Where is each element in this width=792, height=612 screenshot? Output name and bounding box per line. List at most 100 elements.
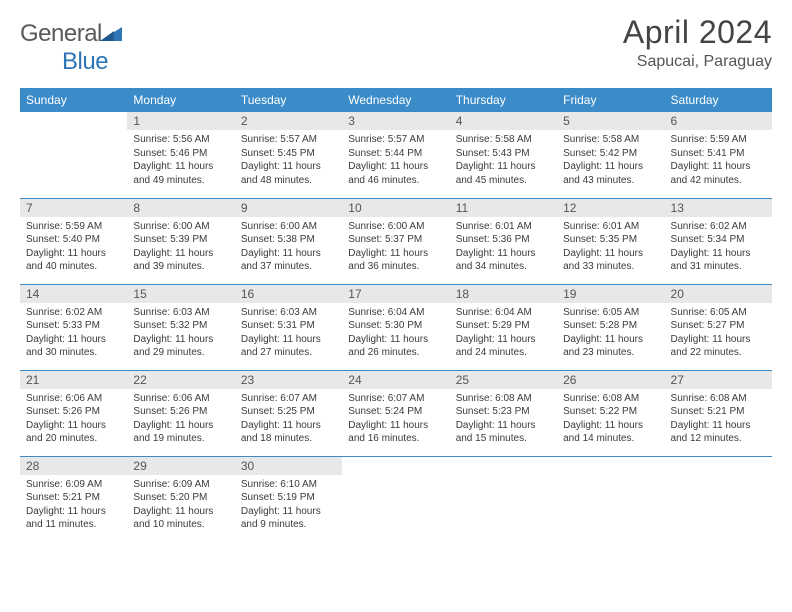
day-number: 7 bbox=[20, 199, 127, 217]
day-detail-line: Sunrise: 5:57 AM bbox=[241, 133, 336, 147]
day-detail-line: and 22 minutes. bbox=[671, 346, 766, 360]
day-detail-line: Sunrise: 6:06 AM bbox=[133, 392, 228, 406]
day-detail-line: Sunset: 5:28 PM bbox=[563, 319, 658, 333]
day-detail-line: Sunset: 5:37 PM bbox=[348, 233, 443, 247]
calendar-week-row: 28Sunrise: 6:09 AMSunset: 5:21 PMDayligh… bbox=[20, 456, 772, 542]
calendar-day-cell: 28Sunrise: 6:09 AMSunset: 5:21 PMDayligh… bbox=[20, 456, 127, 542]
day-detail-line: Sunset: 5:27 PM bbox=[671, 319, 766, 333]
day-detail-line: and 43 minutes. bbox=[563, 174, 658, 188]
day-number: 25 bbox=[450, 371, 557, 389]
day-detail-line: Sunset: 5:39 PM bbox=[133, 233, 228, 247]
day-detail: Sunrise: 6:03 AMSunset: 5:32 PMDaylight:… bbox=[127, 303, 234, 364]
day-detail-line: Sunrise: 6:01 AM bbox=[456, 220, 551, 234]
day-detail-line: Sunset: 5:43 PM bbox=[456, 147, 551, 161]
calendar-day-cell: 23Sunrise: 6:07 AMSunset: 5:25 PMDayligh… bbox=[235, 370, 342, 456]
day-detail-line: Daylight: 11 hours bbox=[563, 333, 658, 347]
day-number: 13 bbox=[665, 199, 772, 217]
day-detail-line: Sunrise: 6:00 AM bbox=[348, 220, 443, 234]
month-title: April 2024 bbox=[623, 14, 772, 51]
day-number: 23 bbox=[235, 371, 342, 389]
day-detail-line: Sunset: 5:22 PM bbox=[563, 405, 658, 419]
day-detail-line: Sunset: 5:35 PM bbox=[563, 233, 658, 247]
day-detail-line: Sunset: 5:38 PM bbox=[241, 233, 336, 247]
day-detail-line: Daylight: 11 hours bbox=[348, 247, 443, 261]
day-detail-line: Sunset: 5:46 PM bbox=[133, 147, 228, 161]
day-detail-line: Sunset: 5:29 PM bbox=[456, 319, 551, 333]
day-detail-line: Daylight: 11 hours bbox=[348, 333, 443, 347]
day-detail-line: Daylight: 11 hours bbox=[671, 419, 766, 433]
day-detail-line: Daylight: 11 hours bbox=[563, 247, 658, 261]
location: Sapucai, Paraguay bbox=[623, 53, 772, 71]
day-number: 26 bbox=[557, 371, 664, 389]
day-detail-line: Daylight: 11 hours bbox=[241, 247, 336, 261]
day-number: 21 bbox=[20, 371, 127, 389]
day-detail-line: and 39 minutes. bbox=[133, 260, 228, 274]
calendar-day-cell: 25Sunrise: 6:08 AMSunset: 5:23 PMDayligh… bbox=[450, 370, 557, 456]
day-detail: Sunrise: 6:02 AMSunset: 5:33 PMDaylight:… bbox=[20, 303, 127, 364]
day-detail: Sunrise: 6:06 AMSunset: 5:26 PMDaylight:… bbox=[127, 389, 234, 450]
day-detail: Sunrise: 6:10 AMSunset: 5:19 PMDaylight:… bbox=[235, 475, 342, 536]
calendar-day-cell: 1Sunrise: 5:56 AMSunset: 5:46 PMDaylight… bbox=[127, 112, 234, 198]
day-detail-line: Daylight: 11 hours bbox=[348, 419, 443, 433]
day-detail-line: and 19 minutes. bbox=[133, 432, 228, 446]
brand-triangle-icon bbox=[100, 20, 122, 48]
day-detail: Sunrise: 5:57 AMSunset: 5:45 PMDaylight:… bbox=[235, 130, 342, 191]
day-detail-line: Sunset: 5:32 PM bbox=[133, 319, 228, 333]
day-detail-line: and 34 minutes. bbox=[456, 260, 551, 274]
calendar-day-cell: 30Sunrise: 6:10 AMSunset: 5:19 PMDayligh… bbox=[235, 456, 342, 542]
calendar-day-cell: 3Sunrise: 5:57 AMSunset: 5:44 PMDaylight… bbox=[342, 112, 449, 198]
calendar-week-row: 7Sunrise: 5:59 AMSunset: 5:40 PMDaylight… bbox=[20, 198, 772, 284]
day-detail-line: and 33 minutes. bbox=[563, 260, 658, 274]
day-detail-line: Daylight: 11 hours bbox=[671, 247, 766, 261]
day-detail-line: Sunrise: 6:09 AM bbox=[26, 478, 121, 492]
day-detail-line: Sunrise: 6:03 AM bbox=[241, 306, 336, 320]
day-detail-line: Sunrise: 6:04 AM bbox=[348, 306, 443, 320]
day-detail-line: Sunrise: 6:00 AM bbox=[133, 220, 228, 234]
day-detail-line: Daylight: 11 hours bbox=[348, 160, 443, 174]
day-number: 20 bbox=[665, 285, 772, 303]
day-number: 29 bbox=[127, 457, 234, 475]
calendar-day-cell: 5Sunrise: 5:58 AMSunset: 5:42 PMDaylight… bbox=[557, 112, 664, 198]
calendar-day-cell: 18Sunrise: 6:04 AMSunset: 5:29 PMDayligh… bbox=[450, 284, 557, 370]
day-detail-line: Sunset: 5:33 PM bbox=[26, 319, 121, 333]
brand-name-part1: General bbox=[20, 20, 102, 47]
day-detail-line: Sunset: 5:40 PM bbox=[26, 233, 121, 247]
day-detail-line: Daylight: 11 hours bbox=[241, 160, 336, 174]
calendar-day-cell: 29Sunrise: 6:09 AMSunset: 5:20 PMDayligh… bbox=[127, 456, 234, 542]
day-detail-line: Sunrise: 6:01 AM bbox=[563, 220, 658, 234]
day-detail-line: and 15 minutes. bbox=[456, 432, 551, 446]
day-detail-line: and 36 minutes. bbox=[348, 260, 443, 274]
calendar-day-cell: 27Sunrise: 6:08 AMSunset: 5:21 PMDayligh… bbox=[665, 370, 772, 456]
day-detail: Sunrise: 6:07 AMSunset: 5:24 PMDaylight:… bbox=[342, 389, 449, 450]
day-number: 16 bbox=[235, 285, 342, 303]
day-detail-line: Sunrise: 6:07 AM bbox=[241, 392, 336, 406]
day-number: 24 bbox=[342, 371, 449, 389]
weekday-header: Tuesday bbox=[235, 88, 342, 112]
brand-name-part2: Blue bbox=[62, 48, 108, 75]
weekday-header-row: Sunday Monday Tuesday Wednesday Thursday… bbox=[20, 88, 772, 112]
day-number: 1 bbox=[127, 112, 234, 130]
brand-name: General Blue bbox=[20, 20, 122, 76]
calendar-day-cell: 6Sunrise: 5:59 AMSunset: 5:41 PMDaylight… bbox=[665, 112, 772, 198]
day-detail: Sunrise: 6:01 AMSunset: 5:35 PMDaylight:… bbox=[557, 217, 664, 278]
day-detail-line: Sunrise: 6:08 AM bbox=[563, 392, 658, 406]
day-number: 10 bbox=[342, 199, 449, 217]
day-detail-line: Sunset: 5:34 PM bbox=[671, 233, 766, 247]
day-detail-line: Sunset: 5:21 PM bbox=[26, 491, 121, 505]
day-detail-line: and 23 minutes. bbox=[563, 346, 658, 360]
day-detail: Sunrise: 6:00 AMSunset: 5:38 PMDaylight:… bbox=[235, 217, 342, 278]
day-detail: Sunrise: 6:00 AMSunset: 5:39 PMDaylight:… bbox=[127, 217, 234, 278]
day-detail-line: and 37 minutes. bbox=[241, 260, 336, 274]
day-number: 3 bbox=[342, 112, 449, 130]
day-number: 8 bbox=[127, 199, 234, 217]
day-number: 30 bbox=[235, 457, 342, 475]
day-detail-line: and 10 minutes. bbox=[133, 518, 228, 532]
day-detail-line: and 48 minutes. bbox=[241, 174, 336, 188]
day-detail-line: Daylight: 11 hours bbox=[133, 160, 228, 174]
day-detail-line: Sunrise: 6:03 AM bbox=[133, 306, 228, 320]
day-number: 28 bbox=[20, 457, 127, 475]
calendar-day-cell: 11Sunrise: 6:01 AMSunset: 5:36 PMDayligh… bbox=[450, 198, 557, 284]
day-detail-line: Daylight: 11 hours bbox=[133, 247, 228, 261]
weekday-header: Saturday bbox=[665, 88, 772, 112]
day-number: 9 bbox=[235, 199, 342, 217]
